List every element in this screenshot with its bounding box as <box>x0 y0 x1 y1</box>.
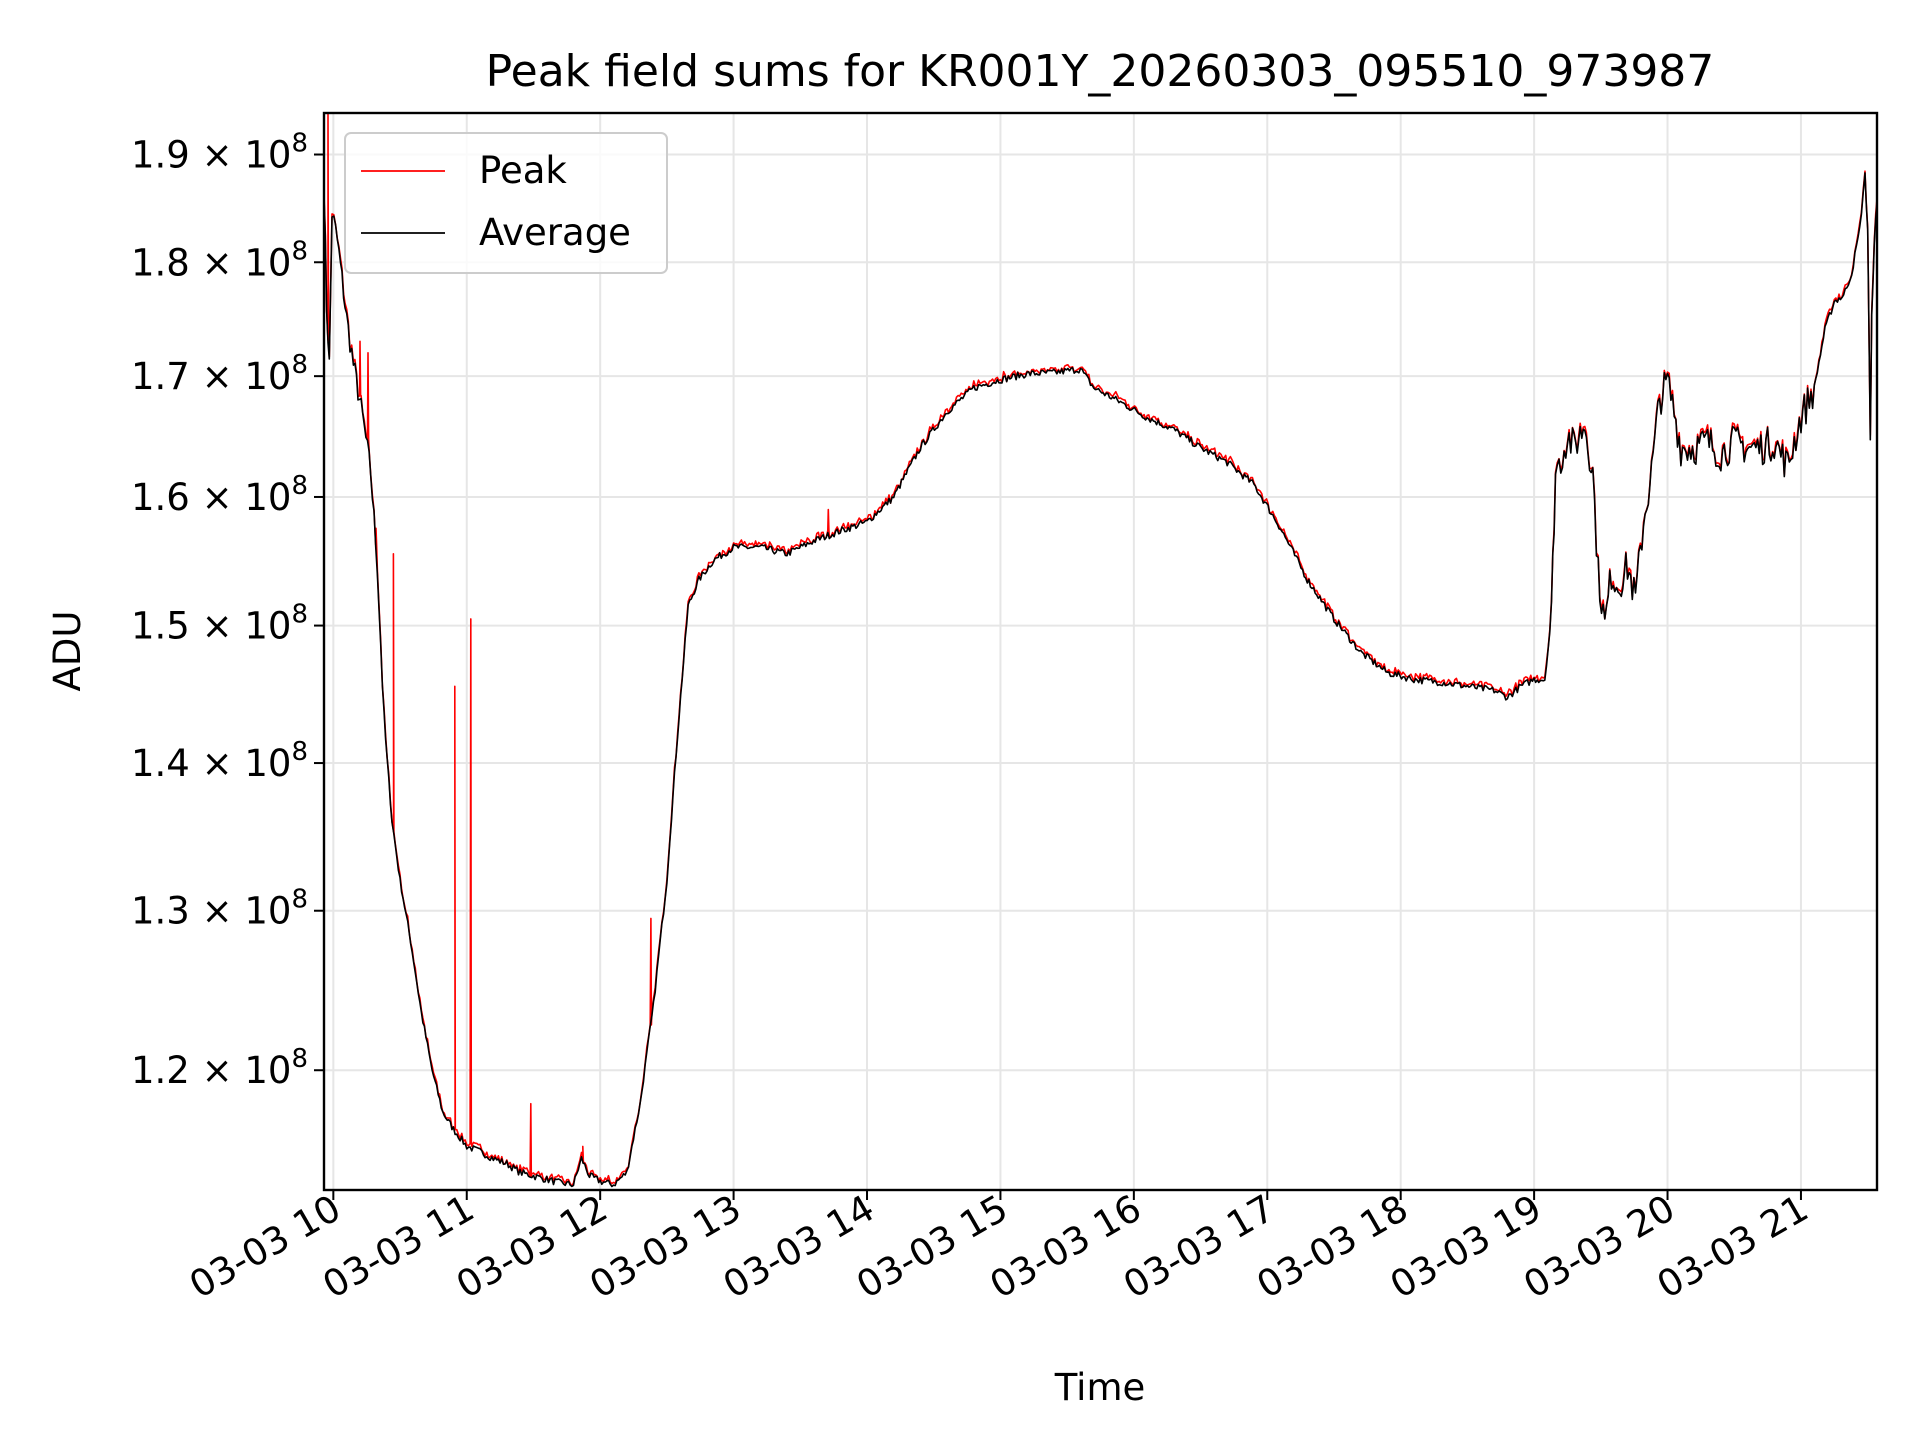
legend: Peak Average <box>344 132 668 274</box>
plot-frame <box>322 111 1879 1192</box>
legend-label-average: Average <box>479 211 631 254</box>
chart-title: Peak field sums for KR001Y_20260303_0955… <box>486 46 1715 97</box>
y-axis-label: ADU <box>46 611 89 692</box>
y-tick-label: 1.4 × 108 <box>131 737 308 785</box>
x-axis-label: Time <box>1054 1366 1146 1409</box>
legend-label-peak: Peak <box>479 149 567 192</box>
y-tick-label: 1.2 × 108 <box>131 1044 308 1092</box>
y-tick-label: 1.3 × 108 <box>131 885 308 933</box>
series-layer <box>323 112 1878 1188</box>
legend-box <box>344 132 668 274</box>
y-tick-label: 1.5 × 108 <box>131 600 308 648</box>
y-tick-label: 1.7 × 108 <box>131 350 308 398</box>
y-tick-label: 1.8 × 108 <box>131 236 308 284</box>
series-line-average <box>323 172 1878 1188</box>
y-tick-label: 1.6 × 108 <box>131 471 308 519</box>
y-axis: 1.2 × 108 1.3 × 108 1.4 × 108 1.5 × 108 1.6 … <box>131 129 324 1092</box>
plot-area <box>324 113 1877 1190</box>
y-tick-label: 1.9 × 108 <box>131 129 308 177</box>
